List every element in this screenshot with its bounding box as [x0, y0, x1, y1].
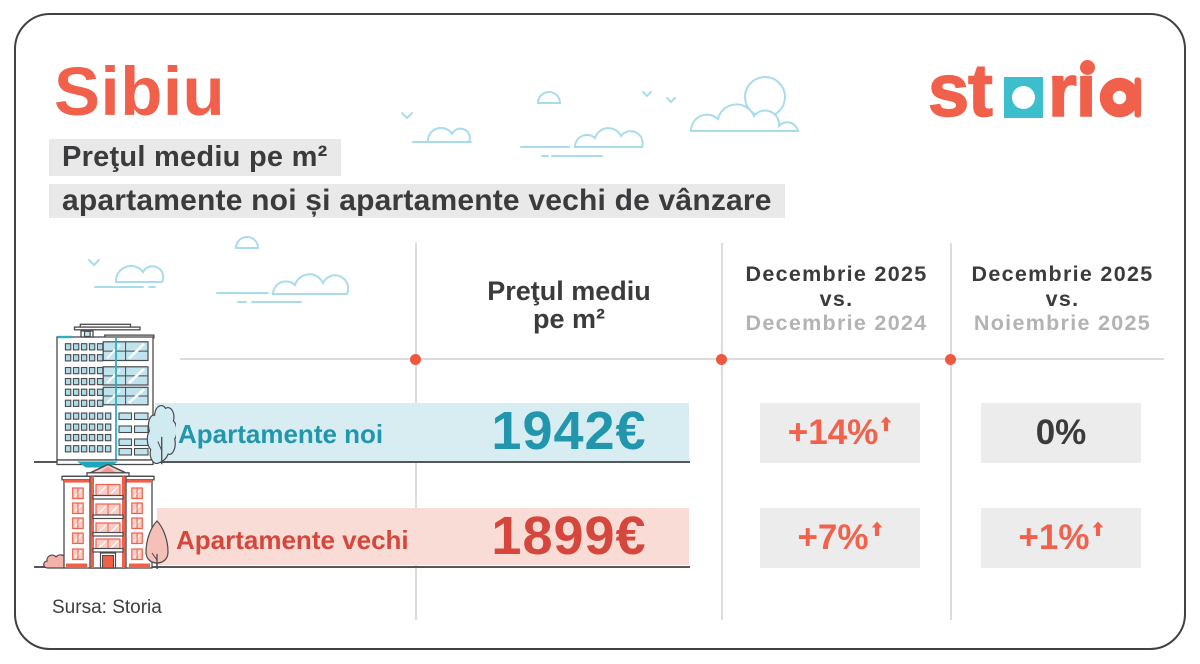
svg-text:st: st [928, 50, 992, 125]
